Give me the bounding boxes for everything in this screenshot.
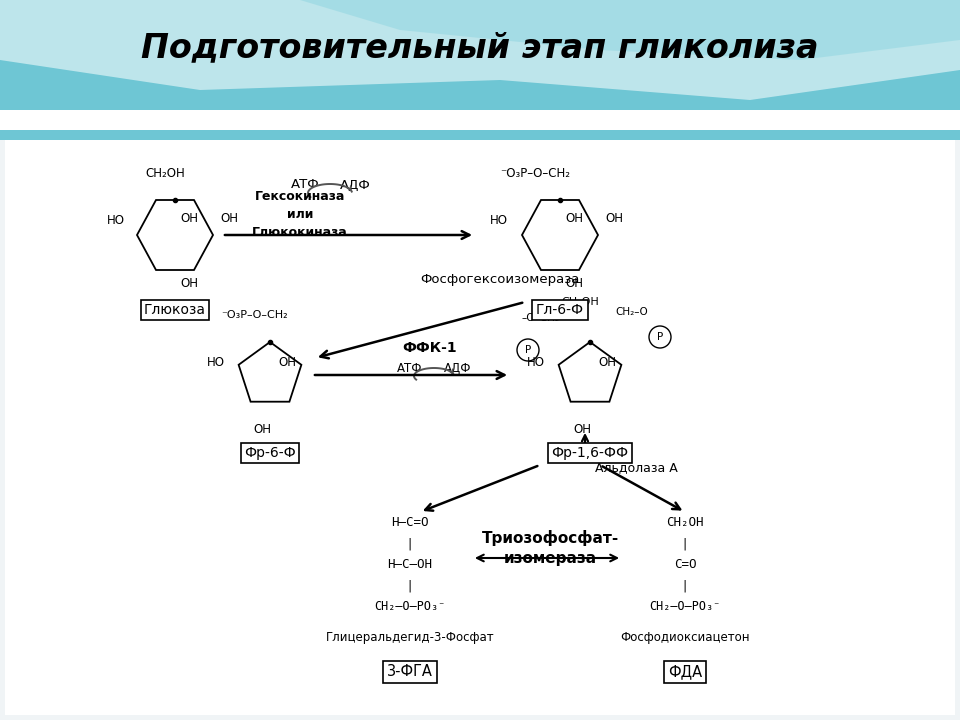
Text: Гл-6-Ф: Гл-6-Ф (536, 303, 584, 317)
Text: Триозофосфат-
изомераза: Триозофосфат- изомераза (481, 529, 618, 567)
Text: OH: OH (605, 212, 623, 225)
Text: C=O: C=O (674, 557, 696, 570)
Polygon shape (0, 110, 960, 130)
Text: CH₂OH: CH₂OH (666, 516, 704, 528)
Text: АДФ: АДФ (340, 179, 371, 192)
Text: |: | (683, 538, 687, 551)
Text: АДФ: АДФ (444, 361, 471, 374)
Text: Р: Р (657, 332, 663, 342)
Text: OH: OH (180, 277, 198, 290)
Circle shape (649, 326, 671, 348)
Text: ⁻O₃P–O–CH₂: ⁻O₃P–O–CH₂ (500, 167, 570, 180)
Text: |: | (408, 580, 412, 593)
Text: Альдолаза А: Альдолаза А (595, 462, 678, 474)
Text: –O–CH₂: –O–CH₂ (521, 313, 559, 323)
Text: HO: HO (207, 356, 225, 369)
Text: Подготовительный этап гликолиза: Подготовительный этап гликолиза (141, 32, 819, 65)
Text: OH: OH (278, 356, 296, 369)
Text: ФДА: ФДА (668, 665, 702, 680)
Text: |: | (683, 580, 687, 593)
Text: Р: Р (525, 345, 531, 355)
Text: H–C–OH: H–C–OH (388, 557, 433, 570)
Text: CH₂OH: CH₂OH (145, 167, 185, 180)
Text: CH₂OH: CH₂OH (562, 297, 599, 307)
Text: |: | (408, 538, 412, 551)
Circle shape (517, 339, 539, 361)
Text: HO: HO (527, 356, 545, 369)
Text: ⁻O₃P–O–CH₂: ⁻O₃P–O–CH₂ (222, 310, 288, 320)
Text: HO: HO (107, 214, 125, 227)
Text: CH₂–O: CH₂–O (615, 307, 648, 317)
Text: Глицеральдегид-3-Фосфат: Глицеральдегид-3-Фосфат (325, 631, 494, 644)
Polygon shape (5, 115, 955, 715)
Text: Глюкоза: Глюкоза (144, 303, 206, 317)
Text: OH: OH (565, 212, 583, 225)
Text: Фосфогексоизомераза: Фосфогексоизомераза (420, 274, 580, 287)
Text: CH₂–O–PO₃⁻: CH₂–O–PO₃⁻ (649, 600, 721, 613)
Polygon shape (0, 0, 960, 140)
Text: 3-ФГА: 3-ФГА (387, 665, 433, 680)
Text: АТФ: АТФ (291, 179, 320, 192)
Text: Фр-1,6-ФФ: Фр-1,6-ФФ (551, 446, 629, 460)
Text: ФФК-1: ФФК-1 (402, 341, 457, 355)
Polygon shape (0, 0, 960, 100)
Text: Фосфодиоксиацетон: Фосфодиоксиацетон (620, 631, 750, 644)
Text: АТФ: АТФ (397, 361, 422, 374)
Polygon shape (300, 0, 960, 60)
Text: Гексокиназа
или
Глюкокиназа: Гексокиназа или Глюкокиназа (252, 191, 348, 240)
Text: OH: OH (253, 423, 271, 436)
Text: HO: HO (490, 214, 508, 227)
Text: OH: OH (180, 212, 198, 225)
Text: CH₂–O–PO₃⁻: CH₂–O–PO₃⁻ (374, 600, 445, 613)
Text: H–C=O: H–C=O (392, 516, 429, 528)
Text: Фр-6-Ф: Фр-6-Ф (244, 446, 296, 460)
Text: OH: OH (220, 212, 238, 225)
Text: OH: OH (573, 423, 591, 436)
Text: OH: OH (598, 356, 616, 369)
Text: OH: OH (565, 277, 583, 290)
